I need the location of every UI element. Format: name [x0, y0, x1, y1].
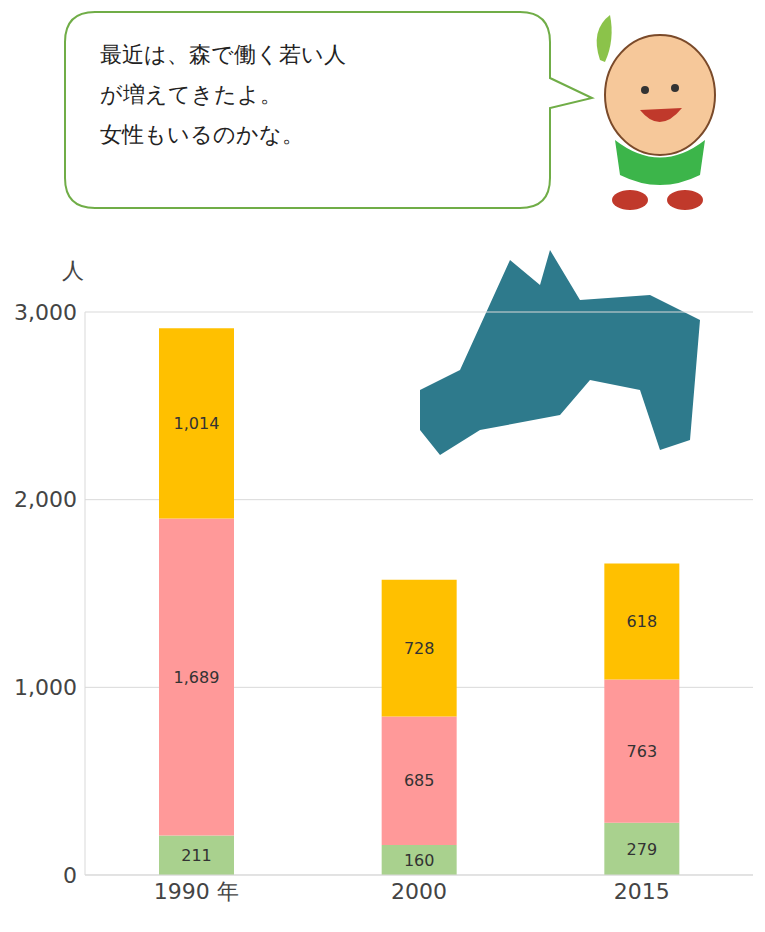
svg-text:1990 年: 1990 年: [154, 879, 239, 904]
svg-text:763: 763: [627, 742, 658, 761]
svg-text:618: 618: [627, 612, 658, 631]
svg-text:2,000: 2,000: [14, 487, 77, 512]
svg-text:1,014: 1,014: [174, 414, 220, 433]
svg-text:685: 685: [404, 771, 435, 790]
svg-text:728: 728: [404, 639, 435, 658]
svg-text:が増えてきたよ。: が増えてきたよ。: [100, 82, 282, 107]
html-text:人: 人: [62, 258, 84, 283]
svg-text:1,689: 1,689: [174, 668, 220, 687]
svg-text:279: 279: [627, 840, 658, 859]
svg-text:2015: 2015: [614, 879, 670, 904]
svg-text:最近は、森で働く若い人: 最近は、森で働く若い人: [100, 42, 346, 67]
svg-text:160: 160: [404, 851, 435, 870]
svg-text:3,000: 3,000: [14, 300, 77, 325]
svg-text:211: 211: [181, 846, 212, 865]
svg-text:0: 0: [63, 863, 77, 888]
svg-text:2000: 2000: [391, 879, 447, 904]
svg-text:女性もいるのかな。: 女性もいるのかな。: [100, 122, 304, 147]
svg-text:1,000: 1,000: [14, 675, 77, 700]
